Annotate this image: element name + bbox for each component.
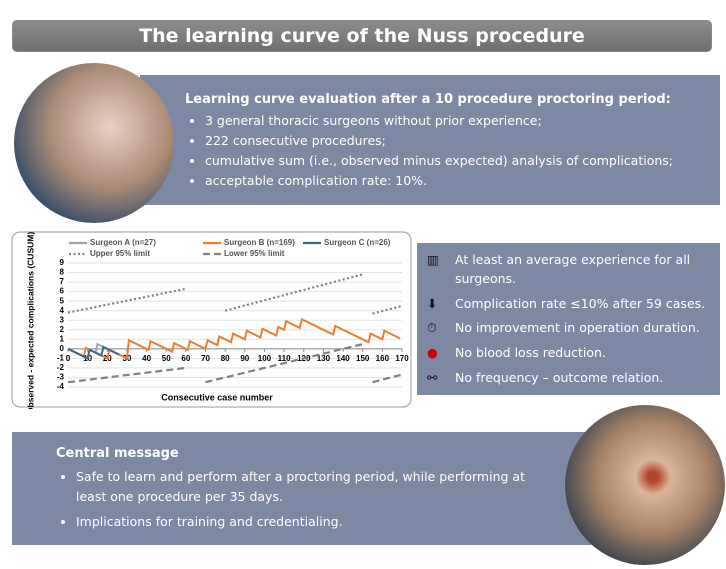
finding-icon: ⚯: [427, 369, 455, 388]
findings-list: ▥At least an average experience for all …: [427, 251, 720, 388]
x-tick-label: 60: [181, 354, 190, 363]
x-axis-label: Consecutive case number: [161, 392, 273, 402]
finding-row: ●No blood loss reduction.: [427, 344, 720, 363]
legend-label: Lower 95% limit: [224, 249, 285, 258]
x-tick-label: 70: [201, 354, 210, 363]
summary-item: 222 consecutive procedures;: [205, 133, 720, 148]
y-tick-label: 5: [60, 296, 65, 305]
finding-row: ⬇Complication rate ≤10% after 59 cases.: [427, 295, 720, 314]
summary-item: 3 general thoracic surgeons without prio…: [205, 113, 720, 128]
legend-label: Surgeon C (n=26): [324, 238, 391, 247]
y-tick-label: -3: [57, 373, 65, 382]
finding-icon: ▥: [427, 251, 455, 289]
finding-text: No blood loss reduction.: [455, 344, 606, 363]
y-tick-label: 2: [60, 325, 65, 334]
summary-heading: Learning curve evaluation after a 10 pro…: [185, 92, 720, 107]
chart: Consecutive case number Observed - expec…: [11, 231, 413, 409]
finding-icon: ⬇: [427, 295, 455, 314]
x-tick-label: 150: [356, 354, 370, 363]
y-tick-label: -4: [57, 382, 65, 391]
finding-row: ⏱No improvement in operation duration.: [427, 319, 720, 338]
finding-icon: ⏱: [427, 319, 455, 338]
x-tick-label: 0: [66, 354, 71, 363]
message-heading: Central message: [56, 446, 597, 461]
x-tick-label: 170: [395, 354, 409, 363]
y-axis-label: Observed - expected complications (CUSUM…: [25, 232, 35, 409]
finding-row: ▥At least an average experience for all …: [427, 251, 720, 289]
title: The learning curve of the Nuss procedure: [139, 25, 585, 47]
legend-label: Surgeon A (n=27): [90, 238, 156, 247]
summary-item: acceptable complication rate: 10%.: [205, 173, 720, 188]
y-tick-label: 7: [60, 277, 65, 286]
x-tick-label: 110: [278, 354, 291, 363]
x-tick-label: 90: [240, 354, 249, 363]
photo-right: [565, 405, 725, 565]
y-tick-label: 4: [60, 306, 65, 315]
summary-panel: Learning curve evaluation after a 10 pro…: [140, 75, 720, 205]
summary-list: 3 general thoracic surgeons without prio…: [185, 113, 720, 188]
legend-label: Surgeon B (n=169): [224, 238, 295, 247]
x-tick-label: 80: [221, 354, 230, 363]
finding-text: Complication rate ≤10% after 59 cases.: [455, 295, 705, 314]
finding-row: ⚯No frequency – outcome relation.: [427, 369, 720, 388]
message-item: Safe to learn and perform after a procto…: [76, 467, 527, 507]
y-tick-label: 8: [60, 268, 65, 277]
x-tick-label: 160: [376, 354, 390, 363]
x-tick-label: 140: [336, 354, 350, 363]
message-panel: Central message Safe to learn and perfor…: [12, 432, 597, 545]
x-tick-label: 40: [142, 354, 151, 363]
page: The learning curve of the Nuss procedure…: [0, 0, 726, 569]
x-tick-label: 100: [258, 354, 272, 363]
summary-item: cumulative sum (i.e., observed minus exp…: [205, 153, 720, 168]
finding-text: No frequency – outcome relation.: [455, 369, 663, 388]
y-tick-label: -2: [57, 363, 65, 372]
y-tick-label: 3: [60, 315, 65, 324]
findings-panel: ▥At least an average experience for all …: [417, 243, 720, 395]
y-tick-label: 6: [60, 287, 65, 296]
finding-text: At least an average experience for all s…: [455, 251, 720, 289]
y-tick-label: -1: [57, 353, 65, 362]
x-tick-label: 50: [162, 354, 171, 363]
legend-label: Upper 95% limit: [90, 249, 150, 258]
message-list: Safe to learn and perform after a procto…: [56, 467, 527, 532]
y-tick-label: 9: [60, 258, 65, 267]
title-bar: The learning curve of the Nuss procedure: [12, 20, 712, 52]
y-tick-label: 1: [60, 334, 65, 343]
finding-icon: ●: [427, 344, 455, 363]
y-tick-label: 0: [60, 344, 65, 353]
photo-left: [14, 63, 174, 223]
finding-text: No improvement in operation duration.: [455, 319, 700, 338]
message-item: Implications for training and credential…: [76, 512, 527, 532]
